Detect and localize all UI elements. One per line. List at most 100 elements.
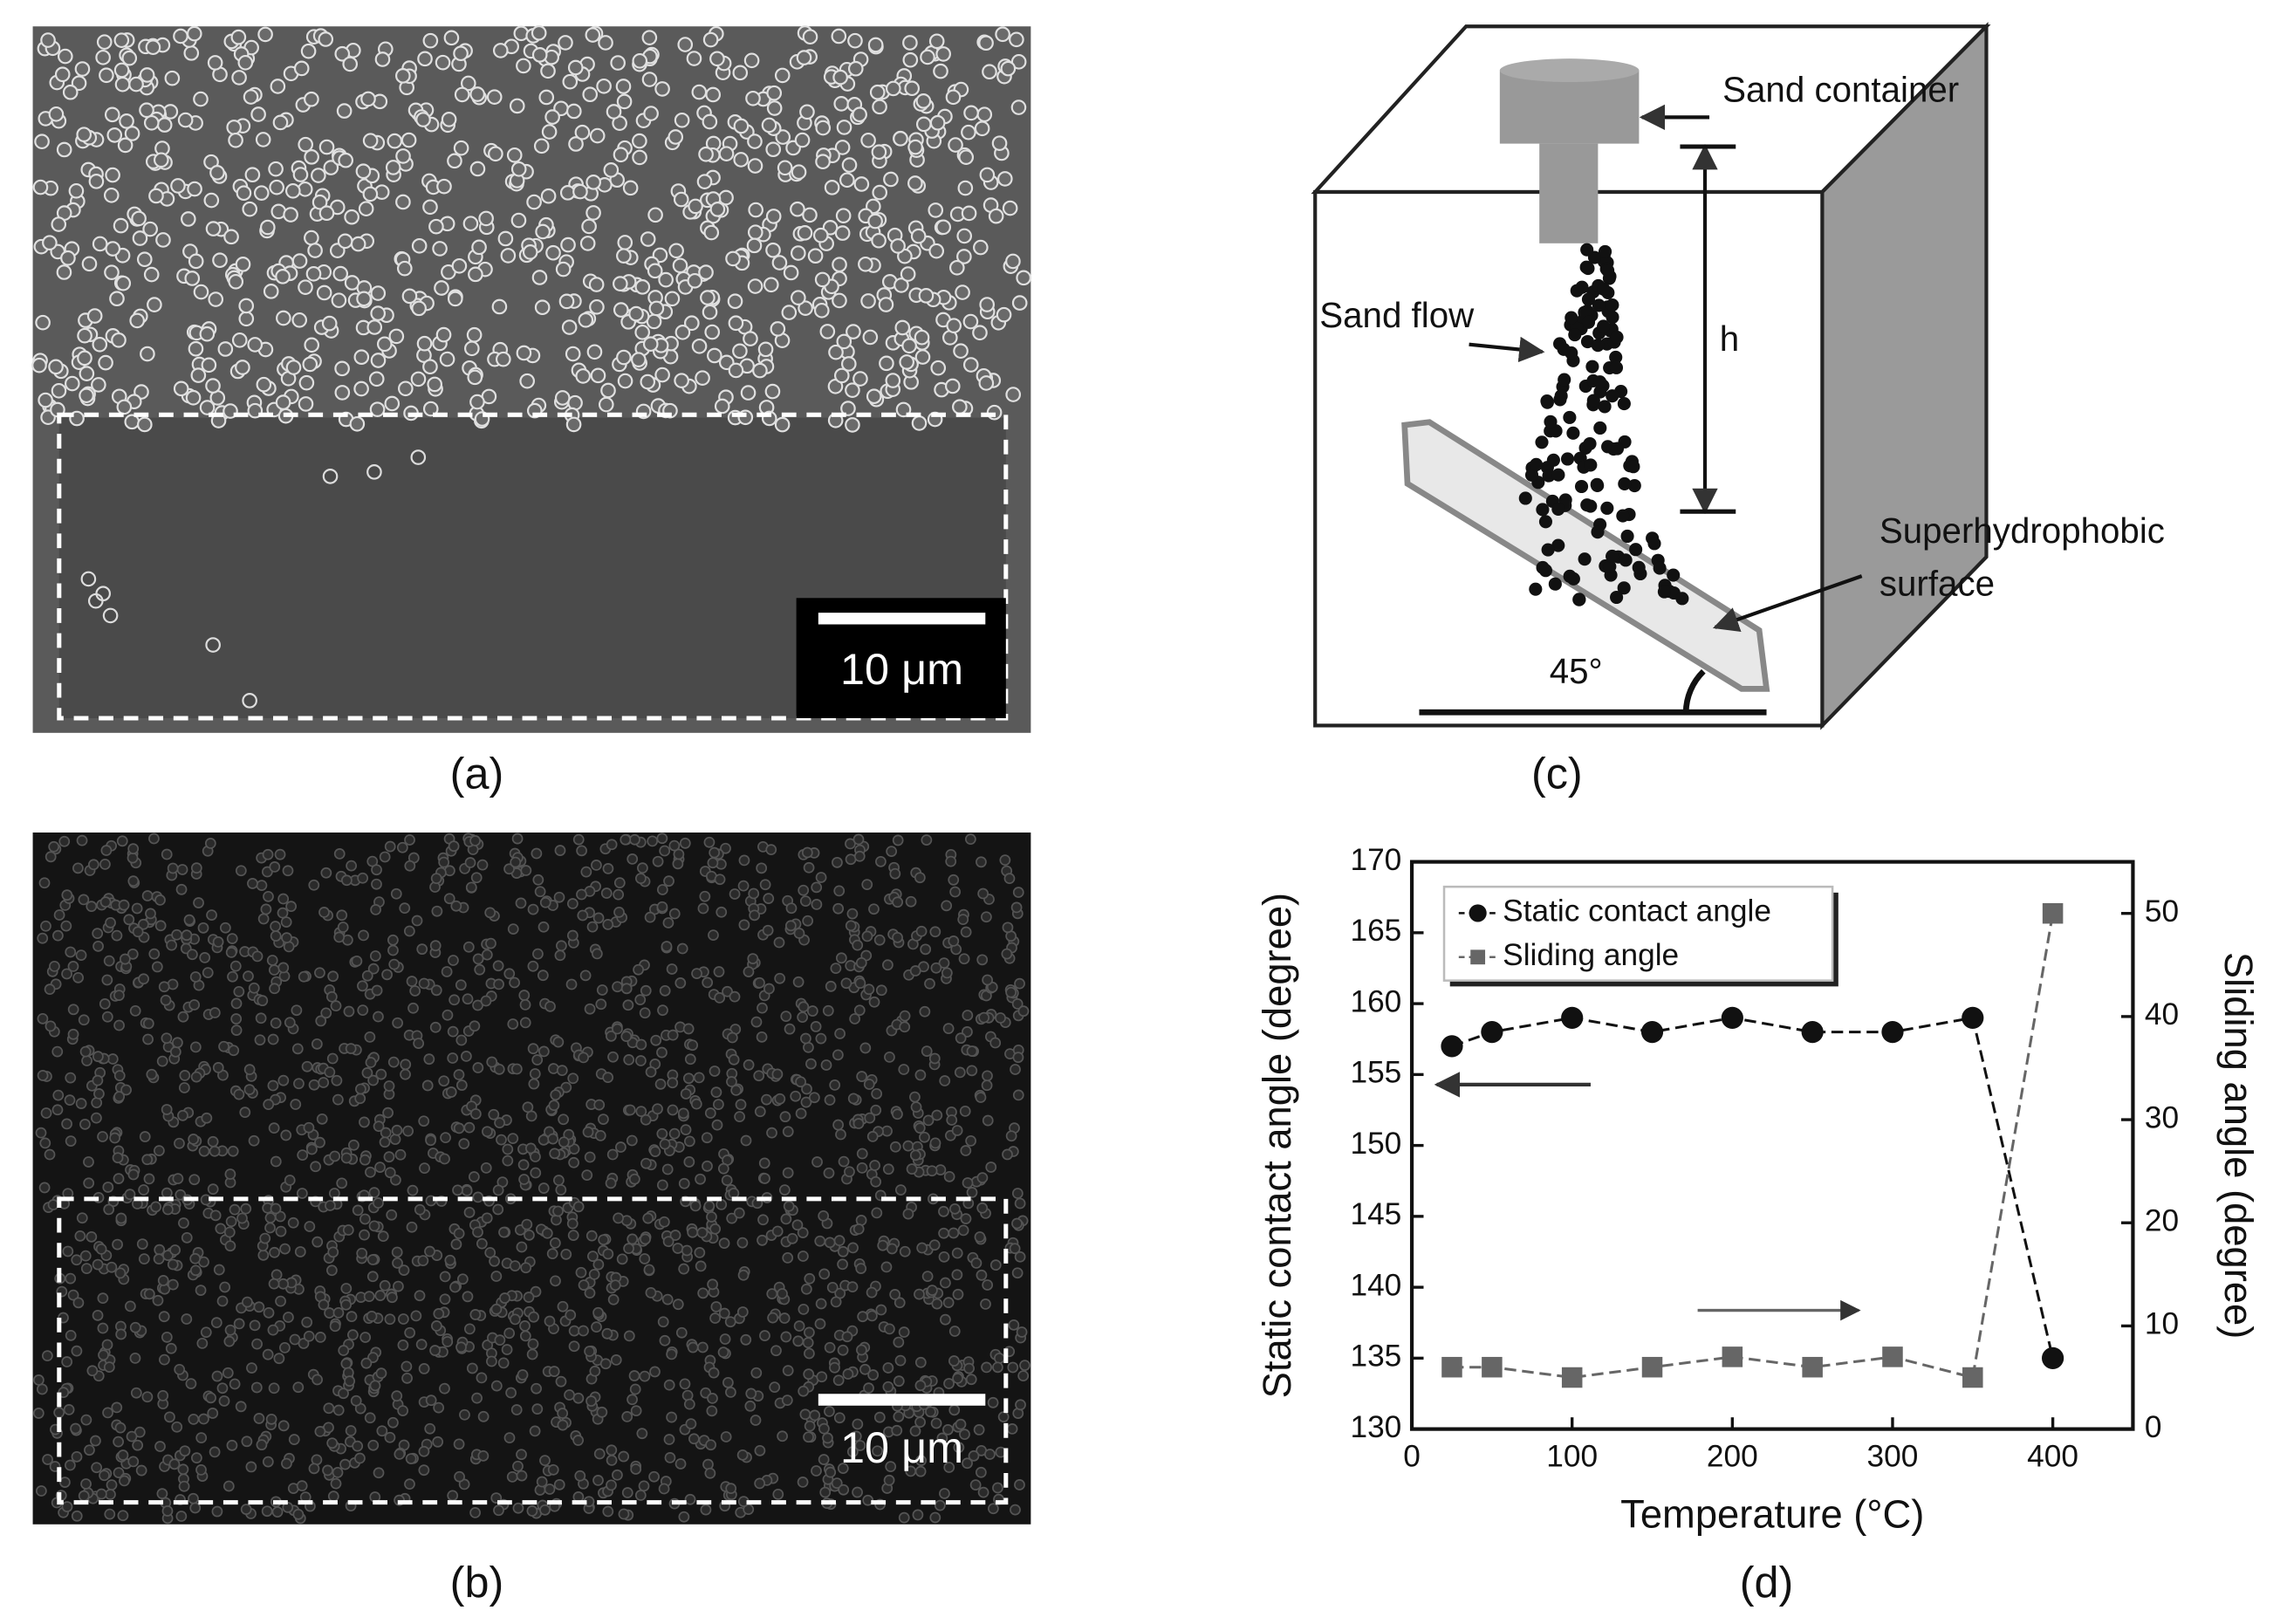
particle [807, 248, 824, 264]
particle [909, 1425, 921, 1437]
particle [396, 260, 413, 277]
particle [268, 964, 280, 976]
particle [774, 416, 791, 433]
particle [728, 1187, 740, 1199]
particle [215, 1223, 227, 1235]
particle [679, 837, 691, 849]
particle [223, 1335, 236, 1347]
particle [565, 1309, 577, 1321]
particle [849, 1013, 861, 1024]
particle [404, 1478, 415, 1490]
particle [314, 1426, 326, 1437]
particle [493, 1063, 505, 1075]
particle [659, 984, 671, 997]
particle [236, 1212, 248, 1224]
particle [255, 132, 271, 147]
particle [1014, 1197, 1026, 1209]
particle [688, 198, 703, 215]
particle [388, 328, 405, 345]
particle [626, 1134, 638, 1147]
particle [247, 878, 258, 889]
particle [966, 1045, 978, 1057]
particle [383, 1080, 395, 1092]
particle [188, 1413, 200, 1425]
particle [65, 1135, 77, 1147]
particle [464, 857, 476, 868]
particle [124, 1189, 136, 1201]
particle [242, 1296, 253, 1308]
sand-grain [1598, 244, 1612, 258]
particle [773, 936, 785, 949]
particle [527, 960, 539, 972]
particle [60, 920, 72, 932]
particle [477, 1410, 490, 1422]
particle [422, 401, 439, 417]
particle [885, 1461, 897, 1473]
particle [375, 1367, 387, 1380]
particle [377, 1230, 389, 1243]
scale-text: 10 μm [840, 644, 963, 694]
container-top [1499, 58, 1640, 83]
particle [658, 1216, 670, 1228]
particle [889, 1289, 901, 1300]
particle [161, 1331, 173, 1343]
particle [418, 1464, 430, 1477]
particle [635, 1055, 647, 1066]
particle [798, 300, 813, 316]
x-axis-label: Temperature (°C) [1620, 1491, 1924, 1536]
particle [935, 219, 952, 236]
particle [880, 1261, 893, 1273]
particle [623, 1243, 634, 1255]
particle [76, 1212, 88, 1224]
particle [656, 1046, 668, 1059]
particle [770, 321, 786, 337]
sand-grain [1620, 529, 1634, 544]
data-point [1481, 1021, 1503, 1044]
particle [205, 1392, 216, 1404]
particle [629, 1383, 641, 1395]
particle [78, 1014, 90, 1026]
particle [966, 1187, 978, 1198]
particle [127, 875, 140, 887]
particle [71, 75, 87, 92]
particle [954, 1066, 966, 1079]
particle [951, 1247, 963, 1259]
particle [476, 859, 489, 871]
particle [754, 1444, 766, 1456]
particle [832, 1119, 844, 1131]
particle [447, 1052, 459, 1064]
particle [918, 288, 935, 304]
particle [726, 1031, 738, 1044]
particle [846, 908, 859, 920]
particle [684, 1053, 696, 1066]
particle [900, 266, 916, 282]
annotation: Sand container [1722, 70, 1959, 109]
particle [387, 133, 403, 149]
particle [628, 1173, 640, 1185]
sand-grain [1617, 581, 1631, 595]
particle [893, 131, 908, 147]
particle [326, 1052, 339, 1065]
particle [879, 355, 894, 372]
particle [842, 1368, 854, 1380]
particle [965, 1134, 976, 1147]
particle [668, 243, 684, 259]
particle [99, 998, 111, 1010]
particle [388, 958, 401, 970]
particle [548, 1366, 560, 1377]
particle [587, 1251, 599, 1263]
particle [373, 1197, 384, 1209]
particle [217, 341, 234, 357]
particle [553, 891, 565, 903]
particle [654, 367, 670, 383]
particle [518, 1174, 530, 1185]
particle [718, 1237, 730, 1250]
particle [867, 213, 883, 230]
particle [811, 1156, 823, 1168]
particle [882, 1381, 894, 1393]
particle [801, 846, 813, 859]
particle [702, 976, 714, 989]
particle [650, 1034, 662, 1046]
particle [167, 1278, 179, 1291]
data-point [1561, 1006, 1584, 1029]
